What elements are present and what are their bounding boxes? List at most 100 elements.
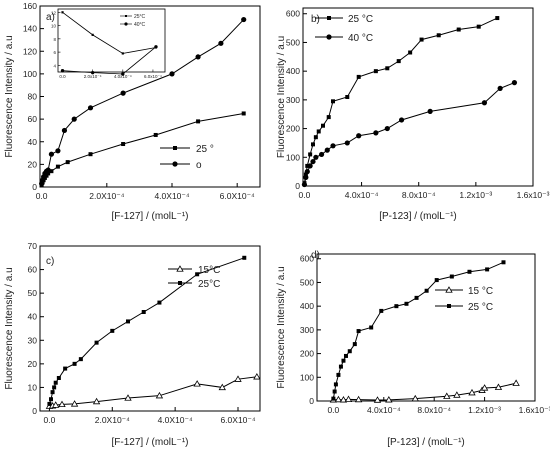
data-point xyxy=(345,95,350,99)
x-axis-label: [P-123] / (molL⁻¹) xyxy=(387,437,465,448)
x-tick-label: 4.0x10⁻⁴ xyxy=(345,190,379,200)
data-point xyxy=(55,164,60,169)
data-point xyxy=(313,135,318,140)
data-point xyxy=(241,16,247,23)
data-point xyxy=(87,105,94,111)
data-point xyxy=(241,111,246,116)
legend-label: 25 °C xyxy=(348,14,373,25)
x-tick-label: 1.6x10⁻³ xyxy=(519,405,550,415)
data-point xyxy=(234,375,242,382)
data-point xyxy=(153,132,158,137)
data-point xyxy=(481,100,488,106)
x-tick-label: 0.0 xyxy=(44,415,56,425)
data-point xyxy=(485,267,490,272)
legend-marker xyxy=(176,265,184,272)
y-tick-label: 10 xyxy=(28,382,38,392)
data-point xyxy=(394,304,399,309)
inset-data-point xyxy=(121,52,124,55)
data-point xyxy=(443,392,451,399)
x-tick-label: 4.0X10⁻⁴ xyxy=(154,191,189,201)
y-axis-label: Fluorescence Intensity / a.u xyxy=(276,36,287,158)
panel-label: a) xyxy=(46,12,55,23)
series-line xyxy=(48,257,245,405)
data-point xyxy=(193,380,201,387)
legend-marker xyxy=(173,146,177,150)
x-axis-label: [P-123] / (molL⁻¹) xyxy=(379,211,457,222)
data-point xyxy=(218,40,224,46)
y-tick-label: 200 xyxy=(286,124,300,134)
data-point xyxy=(495,16,500,21)
data-point xyxy=(78,357,83,362)
y-tick-label: 100 xyxy=(286,152,300,162)
data-point xyxy=(126,319,130,324)
inset-series-line xyxy=(62,11,157,54)
inset-y-tick-label: 4 xyxy=(53,63,56,68)
data-point xyxy=(311,142,315,147)
inset-legend-marker xyxy=(124,22,128,26)
data-point xyxy=(46,171,51,176)
panel-label: b) xyxy=(311,14,320,25)
x-tick-label: 0.0 xyxy=(36,191,48,201)
data-point xyxy=(456,27,461,32)
data-point xyxy=(336,372,341,377)
inset-data-point xyxy=(61,11,64,14)
data-point xyxy=(72,361,77,366)
y-tick-label: 70 xyxy=(28,241,38,251)
inset-legend-marker xyxy=(125,15,127,17)
x-tick-label: 0.0 xyxy=(327,405,339,415)
data-point xyxy=(379,308,384,313)
data-point xyxy=(511,80,518,86)
data-point xyxy=(396,59,401,64)
data-point xyxy=(316,129,321,134)
series-line xyxy=(303,82,515,185)
data-point xyxy=(48,151,55,157)
inset-y-tick-label: 12 xyxy=(51,10,57,15)
data-point xyxy=(218,383,226,391)
data-point xyxy=(303,174,309,180)
data-point xyxy=(61,127,68,134)
data-point xyxy=(53,380,58,385)
data-point xyxy=(467,269,472,274)
data-point xyxy=(419,37,424,42)
y-tick-label: 40 xyxy=(28,312,38,322)
data-point xyxy=(354,395,363,403)
x-tick-label: 8.0x10⁻⁴ xyxy=(417,405,451,415)
inset-data-point xyxy=(154,45,158,49)
data-point xyxy=(157,300,162,305)
data-point xyxy=(49,397,53,402)
y-tick-label: 400 xyxy=(300,301,314,311)
inset-x-tick-label: 4.0x10⁻⁴ xyxy=(114,74,132,79)
data-point xyxy=(318,151,325,158)
data-point xyxy=(52,385,57,390)
inset-y-tick-label: 8 xyxy=(53,37,56,42)
data-point xyxy=(494,383,503,390)
data-point xyxy=(253,373,261,380)
data-point xyxy=(305,163,310,168)
data-point xyxy=(120,90,126,96)
data-point xyxy=(313,154,319,160)
series-line xyxy=(333,382,517,401)
inset-legend-label: 40°C xyxy=(134,22,146,28)
data-point xyxy=(356,329,361,334)
data-point xyxy=(373,396,382,403)
data-point xyxy=(92,397,101,405)
data-point xyxy=(468,388,476,396)
data-point xyxy=(453,391,461,398)
inset-y-tick-label: 10 xyxy=(51,24,57,29)
data-point xyxy=(195,54,201,60)
data-point xyxy=(49,169,54,174)
y-axis-label: Fluorescence Intensity / a.u xyxy=(276,266,287,388)
y-tick-label: 60 xyxy=(28,265,38,275)
legend-label: 25 °C xyxy=(468,302,493,313)
legend-marker xyxy=(178,281,182,285)
y-tick-label: 400 xyxy=(286,66,300,76)
y-tick-label: 80 xyxy=(28,92,38,102)
y-tick-label: 20 xyxy=(28,359,38,369)
data-point xyxy=(356,133,362,139)
data-point xyxy=(47,401,52,406)
y-tick-label: 60 xyxy=(28,114,38,124)
data-point xyxy=(332,389,337,394)
y-tick-label: 300 xyxy=(286,95,300,105)
data-point xyxy=(434,278,439,283)
data-point xyxy=(404,301,409,306)
